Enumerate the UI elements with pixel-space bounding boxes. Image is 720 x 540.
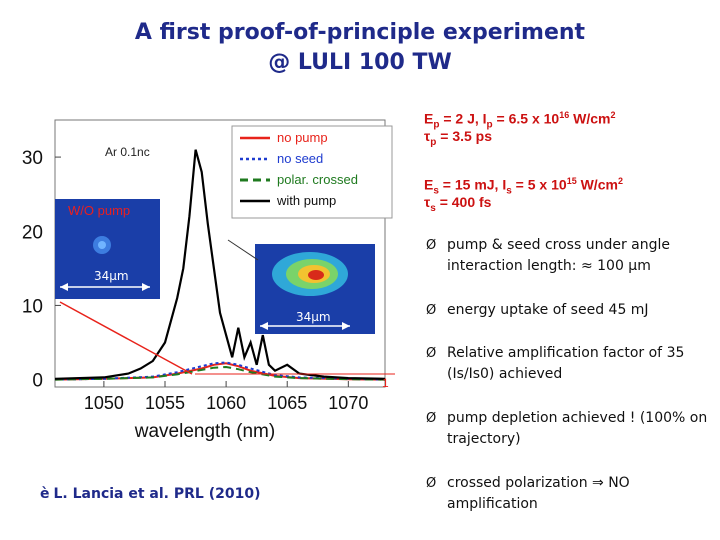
legend-label: polar. crossed: [277, 172, 358, 187]
legend: no pump no seed polar. crossed with pump: [231, 125, 393, 219]
y-tick-label: 30: [22, 148, 43, 169]
legend-label: no seed: [277, 151, 323, 166]
spectrum-figure: 0 10 20 30 1050 1055 1060 1065 1070 wavelength (n…: [22, 119, 395, 442]
bullet-item: Ø Relative amplification factor of 35 (I…: [426, 343, 711, 385]
reference: è L. Lancia et al. PRL (2010): [40, 486, 260, 502]
inset-left: W/O pump 34µm: [55, 199, 160, 299]
x-tick-label: 1050: [84, 393, 124, 413]
slide-title: A first proof-of-principle experiment @ …: [0, 18, 720, 78]
legend-box: [231, 125, 393, 219]
seed-duration-param: τs = 400 fs: [424, 194, 492, 214]
bullet-item: Ø crossed polarization ⇒ NO amplificatio…: [426, 473, 711, 515]
seed-energy-param: Es = 15 mJ, Is = 5 x 1015 W/cm2: [424, 176, 623, 197]
inset-left-label: W/O pump: [68, 203, 130, 218]
bullet-item: Ø pump depletion achieved ! (100% on tra…: [426, 408, 711, 450]
reference-arrow-icon: è: [40, 486, 50, 502]
y-tick-label: 20: [22, 222, 43, 243]
bullet-text: Relative amplification factor of 35 (Is/…: [447, 345, 685, 382]
y-tick-label: 10: [22, 296, 43, 317]
x-tick-label: 1065: [267, 393, 307, 413]
reference-text: L. Lancia et al. PRL (2010): [53, 486, 261, 502]
inset-right: 34µm: [255, 244, 375, 334]
inset-left-scale-label: 34µm: [94, 269, 129, 283]
bullet-marker: Ø: [426, 476, 437, 491]
guide-line-left: [59, 301, 193, 375]
series-line-polar-crossed: [54, 365, 386, 381]
bullet-marker: Ø: [426, 346, 437, 361]
series-line-with-pump: [54, 149, 386, 380]
bullet-text: pump & seed cross under angle interactio…: [447, 237, 671, 274]
title-line-1: A first proof-of-principle experiment: [134, 20, 586, 45]
inset-right-scale-label: 34µm: [296, 310, 331, 324]
bullet-marker: Ø: [426, 303, 437, 318]
bullet-marker: Ø: [426, 238, 437, 253]
pump-duration-param: τp = 3.5 ps: [424, 128, 493, 148]
side-mark: 1: [382, 376, 389, 390]
x-axis-label: wavelength (nm): [134, 421, 275, 442]
x-tick-label: 1070: [328, 393, 368, 413]
title-line-2: @ LULI 100 TW: [268, 50, 452, 75]
bullet-item: Ø energy uptake of seed 45 mJ: [426, 300, 711, 321]
bullet-item: Ø pump & seed cross under angle interact…: [426, 235, 711, 277]
pointer-line: [227, 239, 259, 261]
legend-label: with pump: [276, 193, 336, 208]
y-tick-label: 0: [32, 371, 43, 392]
bullet-text: crossed polarization ⇒ NO amplification: [447, 475, 630, 512]
bullet-text: pump depletion achieved ! (100% on traje…: [447, 410, 708, 447]
bullet-text: energy uptake of seed 45 mJ: [447, 302, 649, 318]
plot-annotation: Ar 0.1nc: [105, 145, 150, 159]
x-tick-label: 1060: [206, 393, 246, 413]
legend-label: no pump: [277, 130, 328, 145]
x-tick-label: 1055: [145, 393, 185, 413]
bullet-marker: Ø: [426, 411, 437, 426]
pump-energy-param: Ep = 2 J, Ip = 6.5 x 1016 W/cm2: [424, 110, 616, 131]
